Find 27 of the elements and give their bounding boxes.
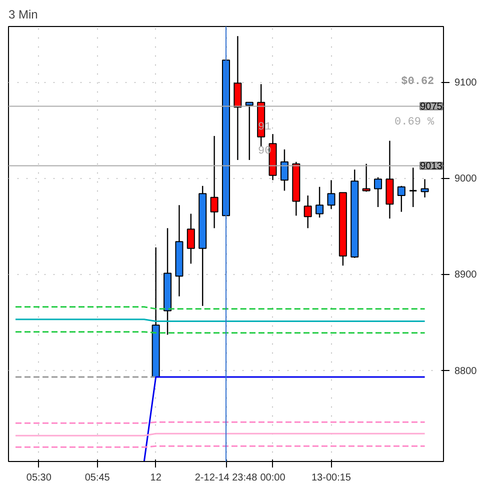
y-tick-label: 8800 (454, 366, 478, 377)
x-tick-label: 13-00:15 (312, 472, 352, 484)
x-tick-label: 12 (150, 472, 162, 484)
candlestick (186, 213, 195, 264)
x-tick-label: 00:00 (260, 472, 286, 484)
x-tick-label: 05:45 (84, 472, 110, 484)
candlestick (210, 135, 218, 229)
ref-line-label: 9013 (420, 161, 443, 172)
annotation: 91 (258, 121, 272, 134)
x-tick-label: 05:30 (26, 472, 52, 484)
annotation: $0.62 (401, 75, 434, 88)
candlestick (408, 167, 418, 208)
candlestick (304, 194, 312, 229)
annotation: 0.69 % (394, 116, 435, 129)
candlestick (397, 185, 406, 212)
candlestick (327, 180, 336, 210)
candlestick (374, 176, 382, 208)
x-tick-label: 2-12-14 23:48 (194, 472, 258, 484)
y-tick-label: 9000 (454, 174, 478, 185)
ref-line-label: 9075 (420, 102, 443, 113)
chart-title: 3 Min (8, 8, 38, 22)
candlestick (280, 148, 288, 192)
candlestick (316, 186, 324, 218)
candlestick (420, 178, 429, 198)
y-tick-label: 8900 (454, 270, 478, 281)
candlestick (245, 102, 254, 161)
y-tick-label: 9100 (454, 78, 478, 89)
